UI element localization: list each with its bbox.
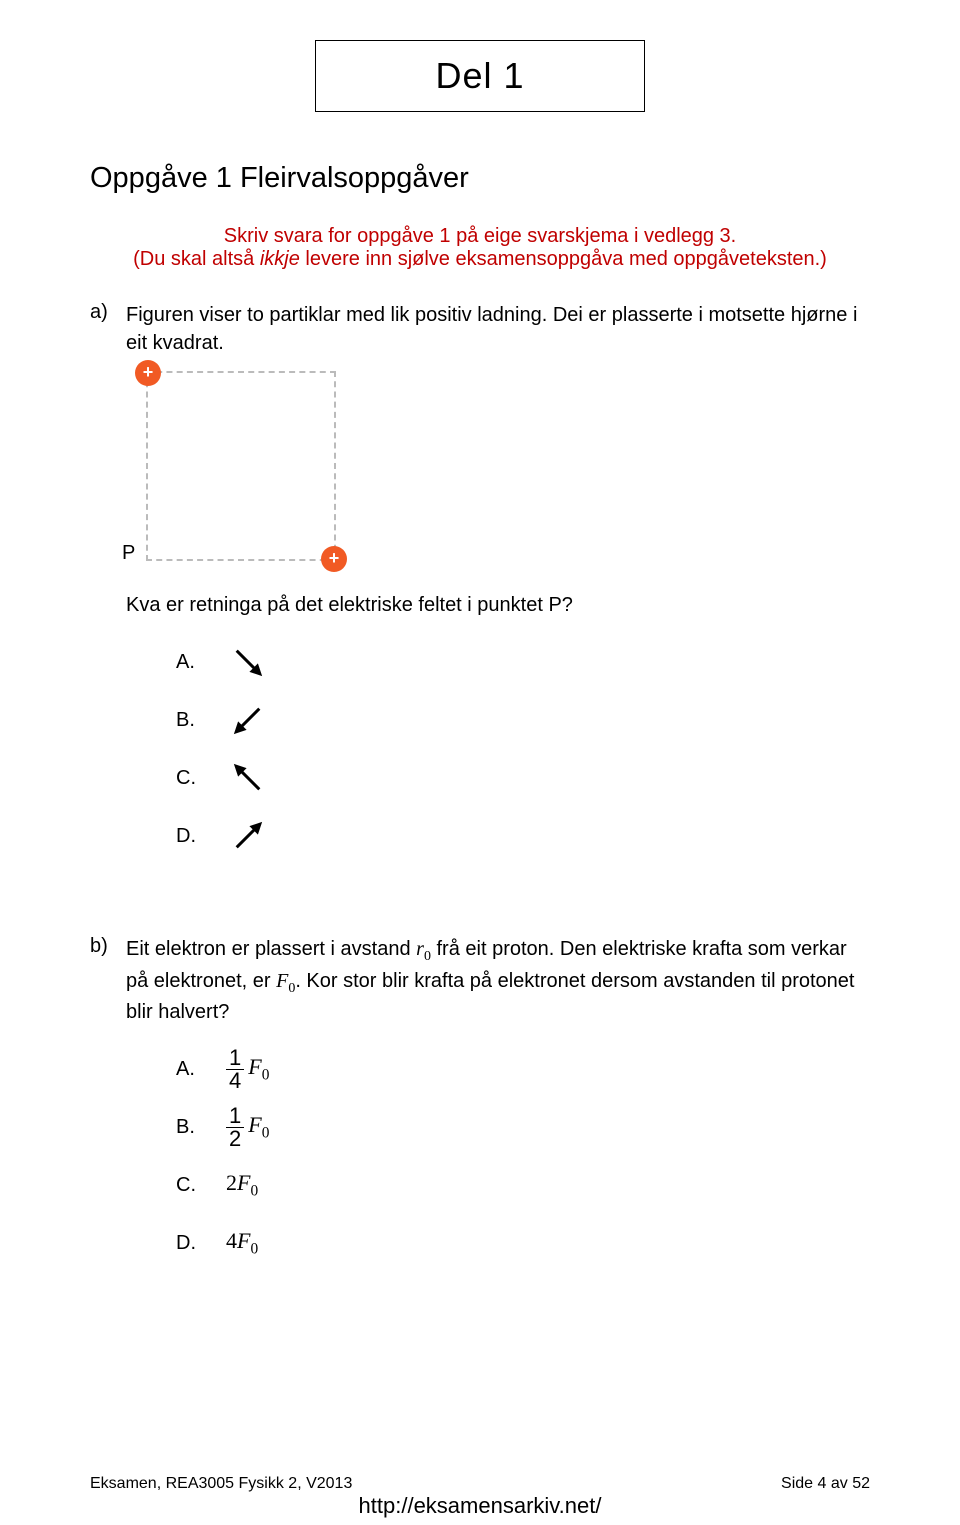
sub-0: 0 (262, 1125, 270, 1142)
footer-url: http://eksamensarkiv.net/ (0, 1493, 960, 1519)
sub-0: 0 (250, 1183, 258, 1200)
arrow-up-right-icon (226, 814, 270, 858)
answer-a-D: D. (176, 807, 870, 865)
answer-b-C: C. 2F0 (176, 1156, 870, 1214)
question-a-text: Figuren viser to partiklar med lik posit… (126, 301, 870, 357)
answer-letter: D. (176, 1229, 226, 1257)
exam-page: Del 1 Oppgåve 1 Fleirvalsoppgåver Skriv … (0, 0, 960, 1525)
answer-b-B-expr: 12F0 (226, 1105, 269, 1150)
figure-square: + + P (146, 371, 336, 561)
answer-b-D-expr: 4F0 (226, 1226, 258, 1260)
arrow-down-right-icon (226, 640, 270, 684)
instructions: Skriv svara for oppgåve 1 på eige svarsk… (90, 225, 870, 271)
question-a-body: Figuren viser to partiklar med lik posit… (126, 301, 870, 905)
coeff: 2 (226, 1170, 237, 1195)
answer-b-B: B. 12F0 (176, 1098, 870, 1156)
section-title: Del 1 (435, 55, 524, 96)
answer-b-C-expr: 2F0 (226, 1168, 258, 1202)
frac-num: 1 (226, 1047, 244, 1070)
arrow-down-left-icon (226, 698, 270, 742)
footer-right: Side 4 av 52 (781, 1475, 870, 1493)
answer-b-A-expr: 14F0 (226, 1047, 269, 1092)
answer-letter: A. (176, 648, 226, 676)
var-F: F (237, 1170, 250, 1195)
figure-label-p: P (122, 539, 135, 567)
frac-den: 2 (226, 1128, 244, 1150)
instruction-line-2-pre: (Du skal altså (133, 248, 260, 270)
answer-b-D: D. 4F0 (176, 1214, 870, 1272)
footer-left: Eksamen, REA3005 Fysikk 2, V2013 (90, 1475, 352, 1493)
sub-0: 0 (250, 1241, 258, 1258)
charge-top-left: + (135, 360, 161, 386)
question-a-answers: A. B. C. D. (176, 633, 870, 865)
answer-letter: B. (176, 1113, 226, 1141)
answer-letter: C. (176, 1171, 226, 1199)
question-a-prompt: Kva er retninga på det elektriske feltet… (126, 591, 870, 619)
frac-num: 1 (226, 1105, 244, 1128)
section-title-box: Del 1 (315, 40, 645, 112)
answer-letter: C. (176, 764, 226, 792)
charge-bottom-right: + (321, 546, 347, 572)
instruction-line-2-italic: ikkje (260, 248, 300, 270)
qb-F0-var: F (276, 970, 288, 992)
answer-a-A: A. (176, 633, 870, 691)
question-b-body: Eit elektron er plassert i avstand r0 fr… (126, 935, 870, 1312)
var-F: F (248, 1112, 261, 1137)
answer-letter: B. (176, 706, 226, 734)
var-F: F (248, 1054, 261, 1079)
instruction-line-2-post: levere inn sjølve eksamensoppgåva med op… (300, 248, 827, 270)
answer-a-C: C. (176, 749, 870, 807)
coeff: 4 (226, 1228, 237, 1253)
answer-letter: A. (176, 1055, 226, 1083)
question-a: a) Figuren viser to partiklar med lik po… (90, 301, 870, 905)
answer-letter: D. (176, 822, 226, 850)
qb-r0-var: r (416, 938, 424, 960)
qb-r0-sub: 0 (424, 949, 431, 964)
instruction-line-1: Skriv svara for oppgåve 1 på eige svarsk… (90, 225, 870, 248)
question-b: b) Eit elektron er plassert i avstand r0… (90, 935, 870, 1312)
page-heading: Oppgåve 1 Fleirvalsoppgåver (90, 162, 870, 195)
question-b-text: Eit elektron er plassert i avstand r0 fr… (126, 935, 870, 1026)
question-b-label: b) (90, 935, 126, 958)
sub-0: 0 (262, 1067, 270, 1084)
question-a-label: a) (90, 301, 126, 324)
qb-text-pre: Eit elektron er plassert i avstand (126, 938, 416, 960)
answer-b-A: A. 14F0 (176, 1040, 870, 1098)
page-footer: Eksamen, REA3005 Fysikk 2, V2013 Side 4 … (90, 1475, 870, 1493)
instruction-line-2: (Du skal altså ikkje levere inn sjølve e… (90, 248, 870, 271)
var-F: F (237, 1228, 250, 1253)
arrow-up-left-icon (226, 756, 270, 800)
question-b-answers: A. 14F0 B. 12F0 C. 2F0 (176, 1040, 870, 1272)
answer-a-B: B. (176, 691, 870, 749)
frac-den: 4 (226, 1070, 244, 1092)
